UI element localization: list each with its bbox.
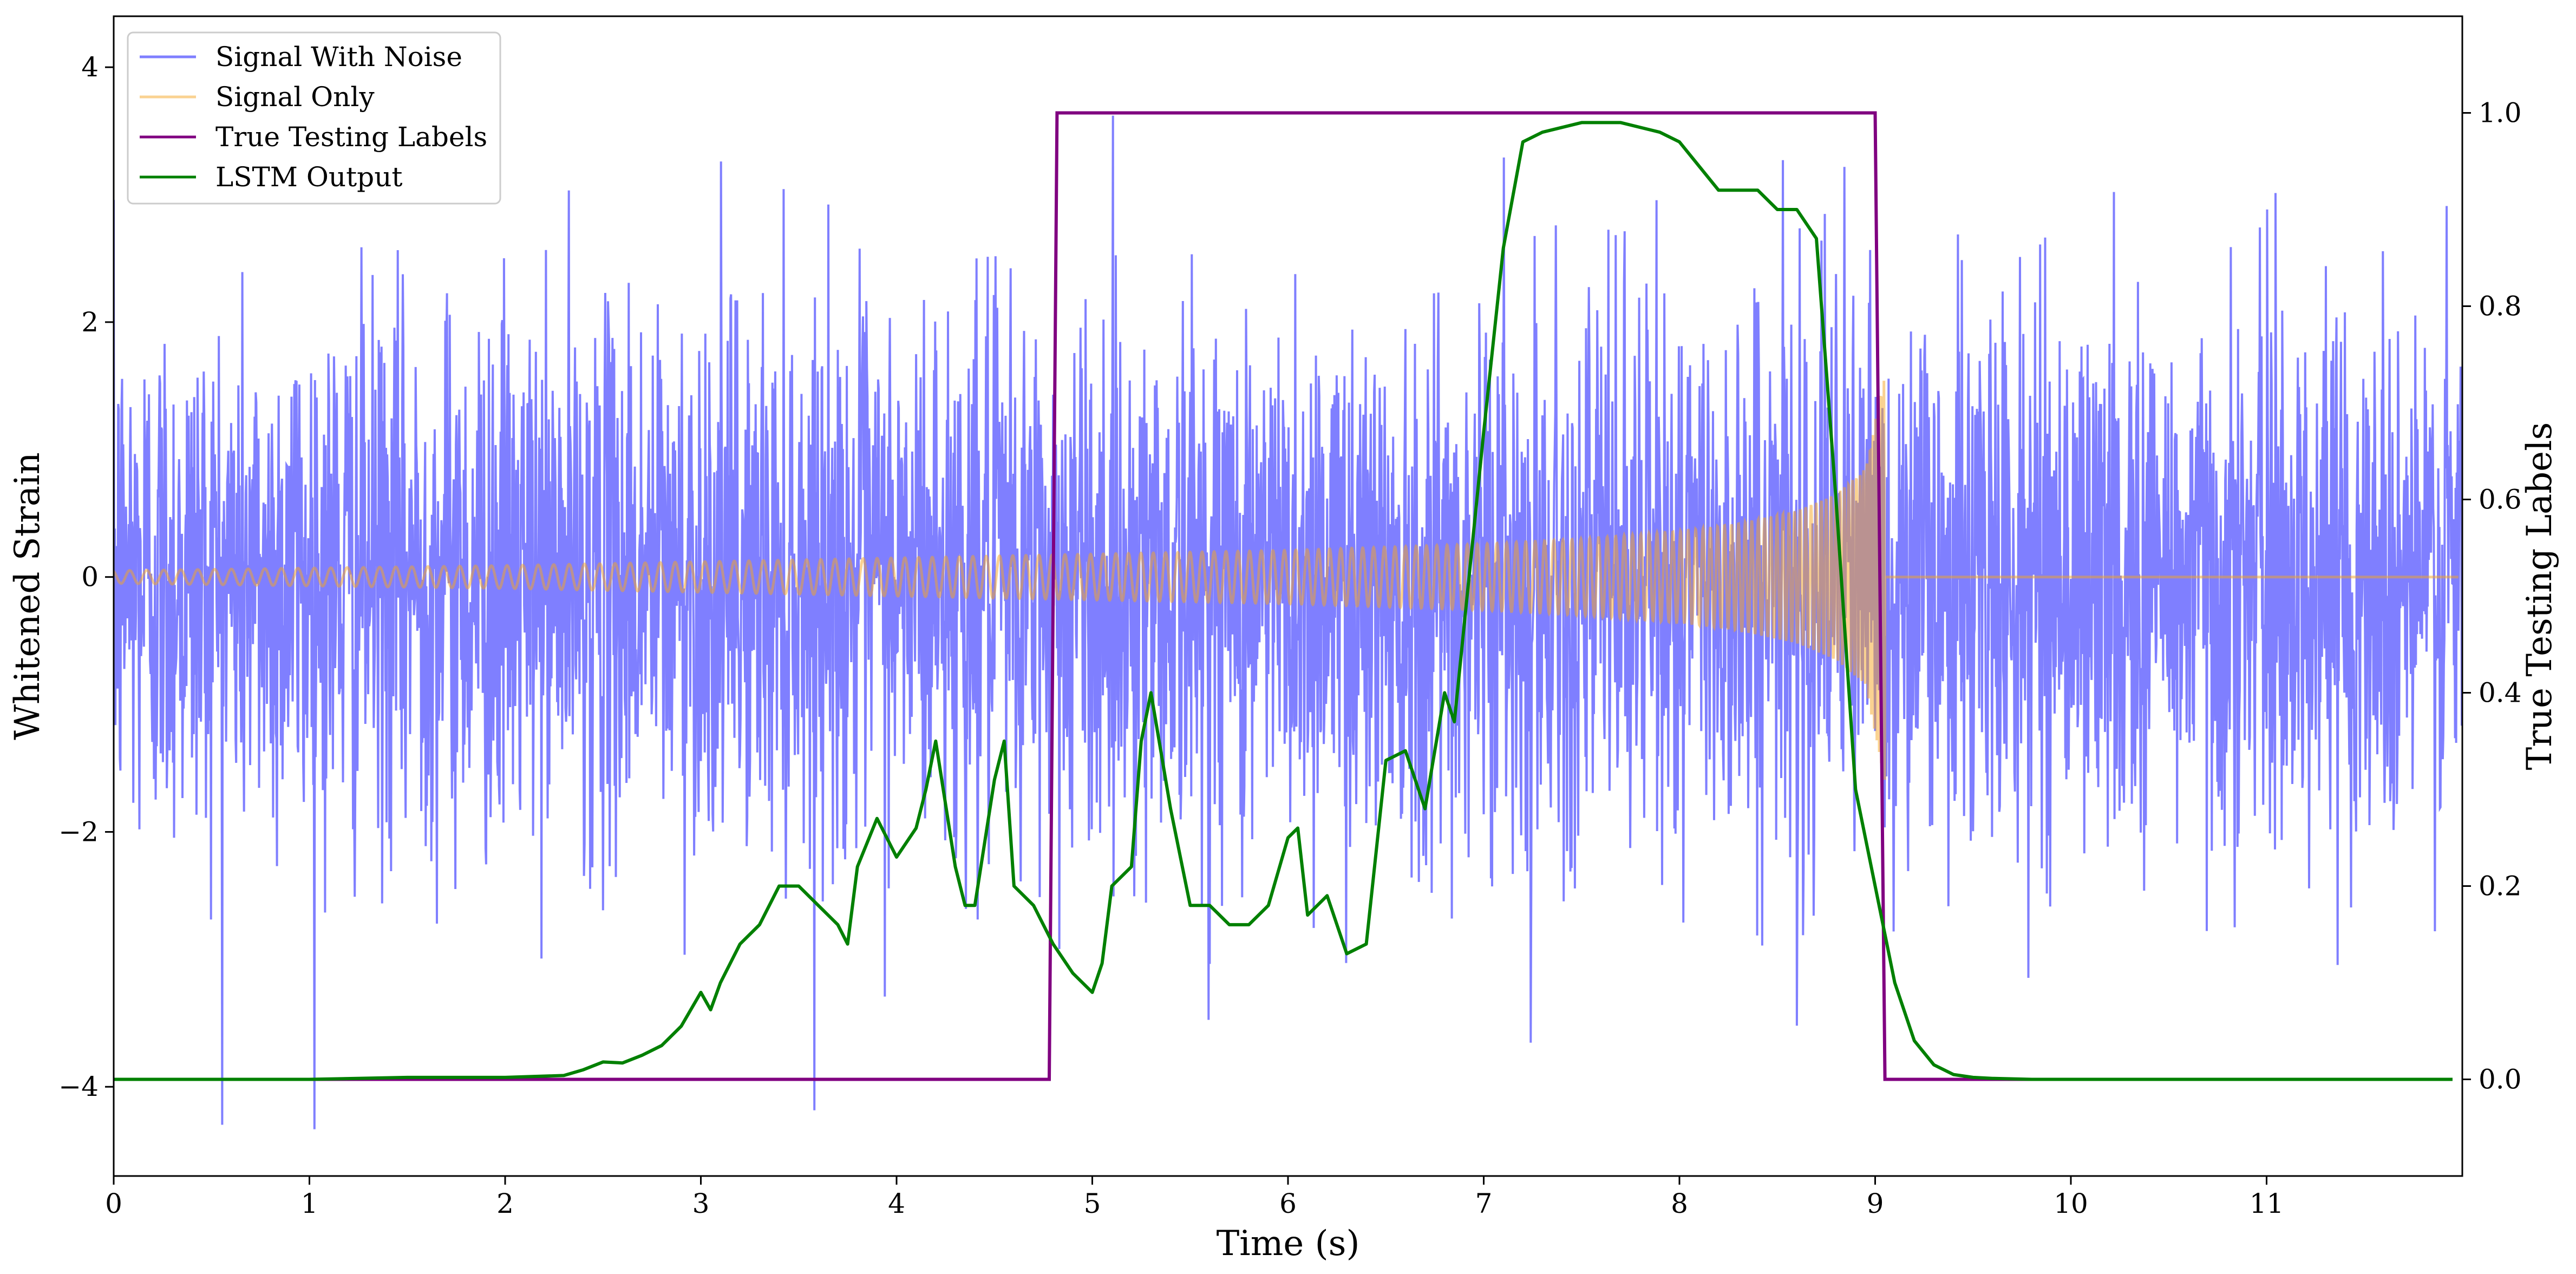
legend-label: True Testing Labels bbox=[215, 121, 487, 153]
legend-label: LSTM Output bbox=[215, 161, 402, 193]
x-tick-label: 9 bbox=[1867, 1188, 1884, 1219]
y-tick-label-right: 0.0 bbox=[2479, 1064, 2522, 1095]
y-tick-label-right: 0.6 bbox=[2479, 484, 2522, 515]
series-signal-only bbox=[114, 381, 2459, 780]
y-tick-label-right: 0.8 bbox=[2479, 291, 2522, 322]
legend: Signal With Noise Signal Only True Testi… bbox=[127, 31, 501, 205]
axis-ticks: 0 1 2 3 4 5 6 7 8 9 10 11 −4 −2 0 2 4 0.0 0.2 0.4 0.6 0.8 1.0 bbox=[58, 51, 2521, 1219]
x-tick-label: 3 bbox=[692, 1188, 710, 1219]
y-tick-label-right: 1.0 bbox=[2479, 97, 2522, 129]
y-tick-label-left: −4 bbox=[58, 1071, 99, 1102]
legend-label: Signal Only bbox=[215, 81, 375, 113]
x-tick-label: 10 bbox=[2054, 1188, 2088, 1219]
x-tick-label: 2 bbox=[496, 1188, 514, 1219]
chart-traces bbox=[114, 111, 2462, 1129]
y-tick-label-right: 0.4 bbox=[2479, 677, 2522, 709]
series-lstm-output bbox=[114, 121, 2453, 1081]
y-tick-label-left: 4 bbox=[81, 51, 99, 83]
legend-entry-signal-with-noise: Signal With Noise bbox=[140, 41, 462, 73]
legend-box bbox=[127, 31, 501, 205]
legend-entry-signal-only: Signal Only bbox=[140, 81, 375, 113]
legend-label: Signal With Noise bbox=[215, 41, 462, 73]
x-tick-label: 6 bbox=[1279, 1188, 1297, 1219]
x-tick-label: 5 bbox=[1084, 1188, 1101, 1219]
y-tick-label-left: 0 bbox=[81, 561, 99, 593]
x-tick-label: 0 bbox=[105, 1188, 122, 1219]
x-tick-label: 4 bbox=[888, 1188, 905, 1219]
y-axis-label-right: True Testing Labels bbox=[2520, 422, 2560, 770]
y-tick-label-right: 0.2 bbox=[2479, 871, 2522, 902]
x-tick-label: 7 bbox=[1475, 1188, 1493, 1219]
legend-entry-true-testing-labels: True Testing Labels bbox=[140, 121, 487, 153]
x-axis-label: Time (s) bbox=[1217, 1224, 1360, 1264]
y-tick-label-left: −2 bbox=[58, 816, 99, 847]
series-signal-with-noise bbox=[114, 115, 2462, 1129]
y-axis-label-left: Whitened Strain bbox=[8, 452, 48, 740]
x-tick-label: 1 bbox=[301, 1188, 318, 1219]
legend-entry-lstm-output: LSTM Output bbox=[140, 161, 402, 193]
y-tick-label-left: 2 bbox=[81, 306, 99, 338]
x-tick-label: 8 bbox=[1671, 1188, 1688, 1219]
x-tick-label: 11 bbox=[2250, 1188, 2284, 1219]
